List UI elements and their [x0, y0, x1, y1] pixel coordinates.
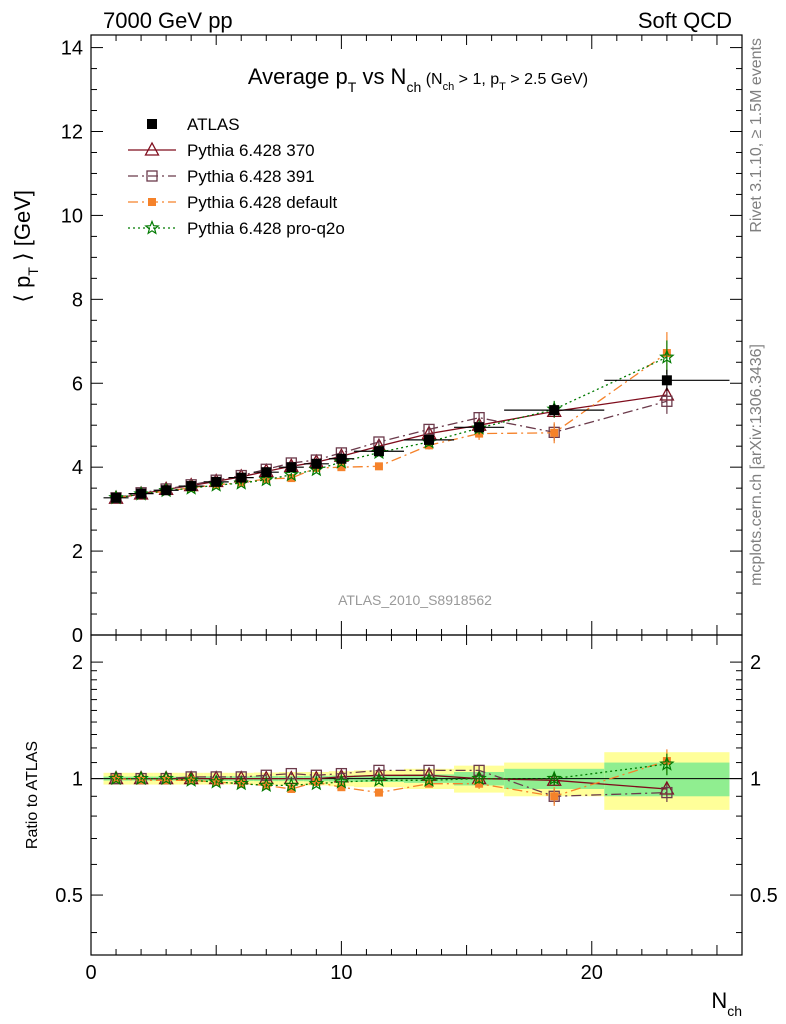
y-tick-label: 12	[61, 122, 83, 144]
ratio-y-tick-label-left: 2	[72, 652, 83, 674]
y-tick-label: 6	[72, 373, 83, 395]
main-series-line	[115, 356, 668, 499]
main-data-point	[337, 463, 346, 472]
main-data-point	[261, 467, 272, 478]
main-series-line	[115, 400, 668, 499]
main-data-point	[186, 481, 197, 492]
main-series-pythia-6-428-pro-q2o	[108, 340, 675, 505]
main-data-point	[424, 434, 435, 445]
y-tick-label: 10	[61, 205, 83, 227]
y-tick-label: 8	[72, 289, 83, 311]
ratio-data-point	[471, 770, 487, 786]
legend-label: Pythia 6.428 pro-q2o	[187, 219, 345, 238]
y-tick-label: 14	[61, 38, 83, 60]
ratio-data-point	[337, 783, 346, 792]
ratio-y-axis-label: Ratio to ATLAS	[24, 741, 41, 849]
legend-marker	[148, 198, 156, 206]
y-tick-label: 0	[72, 625, 83, 647]
ratio-data-point	[421, 772, 437, 787]
ratio-data-point	[108, 770, 124, 786]
legend-label: ATLAS	[187, 115, 240, 134]
ratio-data-point	[208, 773, 224, 789]
header-right: Soft QCD	[638, 8, 732, 33]
analysis-id: ATLAS_2010_S8918562	[338, 592, 492, 608]
ratio-data-point	[308, 775, 325, 791]
ratio-data-point	[283, 777, 300, 793]
main-data-point	[286, 462, 297, 473]
header-left: 7000 GeV pp	[103, 8, 233, 33]
main-data-point	[659, 349, 675, 364]
main-data-point	[373, 446, 384, 457]
main-data-point	[311, 458, 322, 469]
ratio-y-tick-label-right: 0.5	[750, 885, 778, 907]
main-data-point	[211, 476, 222, 487]
main-series-pythia-6-428-default	[112, 332, 671, 503]
main-series-atlas	[103, 369, 730, 503]
legend-item: Pythia 6.428 pro-q2o	[128, 219, 345, 238]
main-data-point	[661, 375, 672, 386]
ratio-series-pythia-6-428-pro-q2o	[108, 753, 675, 793]
main-data-point	[550, 428, 559, 437]
ratio-data-point	[659, 755, 675, 771]
legend: ATLAS Pythia 6.428 370 Pythia 6.428 391 Pyt…	[128, 115, 345, 238]
legend-item: Pythia 6.428 370	[128, 141, 315, 160]
x-tick-label: 10	[330, 962, 352, 984]
x-axis-label: Nch	[711, 988, 742, 1019]
main-data-point	[161, 485, 172, 496]
side-label-mcplots: mcplots.cern.ch [arXiv:1306.3436]	[748, 344, 765, 586]
main-data-point	[549, 405, 560, 416]
main-data-point	[283, 466, 300, 482]
main-data-point	[136, 488, 147, 499]
legend-item: ATLAS	[147, 115, 240, 134]
legend-item: Pythia 6.428 391	[128, 167, 315, 186]
chart-title: Average pT vs Nch (Nch > 1, pT > 2.5 GeV…	[248, 64, 588, 95]
ratio-y-tick-label-right: 1	[750, 769, 761, 791]
ratio-data-point	[158, 770, 174, 786]
legend-marker	[144, 141, 160, 156]
legend-label: Pythia 6.428 370	[187, 141, 315, 160]
ratio-data-point	[333, 773, 350, 789]
main-data-point	[111, 492, 122, 503]
y-tick-label: 2	[72, 541, 83, 563]
main-data-point	[661, 395, 673, 407]
ratio-data-point	[546, 770, 562, 786]
main-data-point	[374, 462, 383, 471]
x-tick-label: 0	[85, 962, 96, 984]
y-axis-label: ⟨ pT ⟩ [GeV]	[10, 190, 41, 303]
y-tick-label: 4	[72, 457, 83, 479]
main-series-line	[115, 352, 668, 499]
ratio-data-point	[183, 772, 199, 787]
legend-label: Pythia 6.428 default	[187, 193, 338, 212]
ratio-data-point	[233, 775, 249, 791]
legend-marker	[144, 219, 160, 235]
ratio-data-point	[661, 786, 673, 799]
side-label-rivet: Rivet 3.1.10, ≥ 1.5M events	[748, 38, 765, 233]
ratio-data-point	[133, 770, 149, 786]
main-data-point	[336, 453, 347, 464]
main-data-point	[474, 422, 485, 433]
main-data-point	[236, 472, 247, 483]
ratio-y-tick-label-left: 0.5	[55, 885, 83, 907]
legend-item: Pythia 6.428 default	[128, 193, 338, 212]
ratio-y-tick-label-right: 2	[750, 652, 761, 674]
ratio-data-point	[283, 770, 299, 785]
legend-label: Pythia 6.428 391	[187, 167, 315, 186]
ratio-y-tick-label-left: 1	[72, 769, 83, 791]
legend-marker	[147, 119, 157, 129]
ratio-data-point	[550, 792, 559, 801]
ratio-data-point	[371, 772, 387, 787]
ratio-series-group	[108, 749, 675, 806]
main-data-point	[258, 471, 275, 487]
axis-ticks	[90, 35, 743, 955]
ratio-data-point	[258, 777, 275, 793]
legend-marker	[146, 170, 158, 182]
ratio-data-point	[374, 788, 383, 797]
main-series-group	[103, 332, 730, 505]
x-tick-label: 20	[581, 962, 603, 984]
ratio-data-point	[287, 784, 296, 793]
